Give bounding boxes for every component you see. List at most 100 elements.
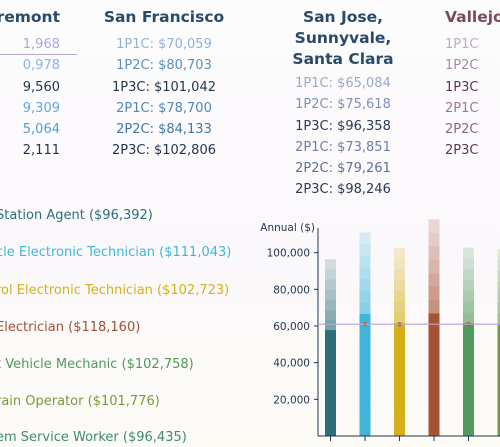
column-values: 1P1C: $65,084 1P2C: $75,618 1P3C: $96,35… [258, 73, 428, 201]
bar-segment [497, 270, 500, 282]
bar-segment [325, 319, 336, 331]
bar-segment [325, 269, 336, 280]
job-label-6: em Service Worker ($96,435) [0, 430, 187, 445]
bar-segment [394, 290, 405, 302]
value-1: 1P2C: $80,703 [116, 58, 212, 74]
value-3: 2P1C [445, 100, 479, 116]
bar-segment [428, 273, 440, 287]
column-title-line1: San Jose, Sunnyvale, [294, 8, 392, 47]
bar-segment [325, 289, 336, 300]
bar-segment [394, 258, 405, 270]
job-label-2: rol Electronic Technician ($102,723) [0, 283, 230, 298]
y-axis-title: Annual ($) [260, 222, 315, 234]
y-tick-label: 20,000 [273, 394, 310, 406]
bar-segment [394, 301, 405, 313]
bar-segment [394, 312, 405, 324]
column-title-line2: Santa Clara [292, 50, 394, 68]
column-values: 1P1C 1P2C 1P3C 2P1C 2P2C 2P3C [445, 34, 500, 162]
bar-segment [428, 286, 440, 300]
value-4: 2P2C [445, 122, 479, 138]
bar-segment [428, 299, 440, 314]
column-title: Vallejo [445, 8, 500, 26]
column-left: Fremont 1,968 0,978 9,560 9,309 5,064 2,… [0, 0, 60, 162]
bar-segment [359, 232, 371, 245]
value-4: 2P2C: $84,133 [116, 122, 212, 138]
value-1: 1P2C: $75,618 [295, 97, 391, 113]
value-0: 1P1C: $65,084 [295, 76, 391, 91]
column-values: 1P1C: $70,059 1P2C: $80,703 1P3C: $101,0… [100, 34, 228, 162]
job-label-4: t Vehicle Mechanic ($102,758) [0, 357, 194, 372]
bar-segment [463, 301, 474, 313]
column-title: Fremont [0, 8, 60, 26]
bar-base [325, 330, 336, 436]
value-0: 1P1C [445, 37, 479, 52]
column-title: San Jose, Sunnyvale, Santa Clara [258, 7, 428, 70]
value-4: 2P2C: $79,261 [295, 161, 391, 177]
bar-segment [394, 279, 405, 291]
value-5: 2P3C [445, 143, 479, 159]
bar-segment [497, 302, 500, 314]
job-label-0: Station Agent ($96,392) [0, 208, 153, 223]
value-5: 2P3C: $102,806 [112, 143, 216, 159]
bar-segment [463, 269, 474, 280]
separator-line [0, 54, 77, 55]
bar-base [463, 322, 474, 436]
y-tick-label: 60,000 [273, 321, 310, 333]
bar-segment [359, 278, 371, 291]
value-2: 1P3C: $96,358 [295, 118, 391, 134]
bar-segment [359, 267, 371, 279]
bar-segment [497, 313, 500, 325]
bar-segment [428, 232, 440, 247]
value-1: 1P2C [445, 58, 479, 74]
value-5: 2P3C: $98,246 [295, 182, 391, 198]
y-tick-label: 80,000 [273, 284, 310, 296]
value-3: 2P1C: $78,700 [116, 100, 212, 116]
bar-segment [497, 249, 500, 261]
bar-segment [394, 269, 405, 280]
value-3: 9,309 [22, 100, 60, 116]
bar-segment [359, 290, 371, 303]
value-2: 1P3C: $101,042 [112, 79, 216, 95]
bar-segment [463, 247, 474, 259]
bar-segment [463, 290, 474, 302]
bar-segment [325, 299, 336, 310]
job-label-3: Electrician ($118,160) [0, 320, 141, 335]
column-vallejo: Vallejo 1P1C 1P2C 1P3C 2P1C 2P2C 2P3C [445, 0, 500, 162]
bar-segment [428, 246, 440, 260]
bar-segment [463, 312, 474, 323]
column-san-jose: San Jose, Sunnyvale, Santa Clara 1P1C: $… [258, 0, 428, 201]
bar-base [394, 323, 405, 436]
value-0: 1,968 [22, 37, 60, 52]
job-label-5: rain Operator ($101,776) [0, 394, 160, 409]
bar-segment [497, 292, 500, 303]
bar-base [359, 313, 371, 436]
column-title: San Francisco [103, 8, 225, 26]
bar-segment [428, 259, 440, 274]
y-tick-label: 100,000 [267, 248, 310, 260]
bar-segment [428, 219, 440, 233]
value-1: 0,978 [22, 58, 60, 74]
value-5: 2,111 [22, 143, 60, 159]
bar-segment [463, 279, 474, 291]
column-values: 1,968 0,978 9,560 9,309 5,064 2,111 [0, 34, 60, 162]
bar-segment [325, 259, 336, 270]
bar-segment [325, 309, 336, 320]
bar-segment [463, 258, 474, 270]
value-4: 5,064 [22, 122, 60, 138]
column-san-francisco: San Francisco 1P1C: $70,059 1P2C: $80,70… [100, 0, 228, 162]
value-2: 1P3C [445, 79, 479, 95]
bar-segment [359, 302, 371, 314]
value-0: 1P1C: $70,059 [116, 37, 212, 52]
bar-segment [359, 244, 371, 256]
bar-segment [497, 260, 500, 271]
bar-segment [497, 281, 500, 293]
bar-segment [359, 255, 371, 268]
bar-base [428, 313, 440, 436]
bar-segment [394, 247, 405, 259]
y-tick-label: 40,000 [273, 358, 310, 370]
job-label-1: cle Electronic Technician ($111,043) [0, 245, 232, 260]
value-2: 9,560 [22, 79, 60, 95]
bar-base [497, 324, 500, 436]
value-3: 2P1C: $73,851 [295, 139, 391, 155]
